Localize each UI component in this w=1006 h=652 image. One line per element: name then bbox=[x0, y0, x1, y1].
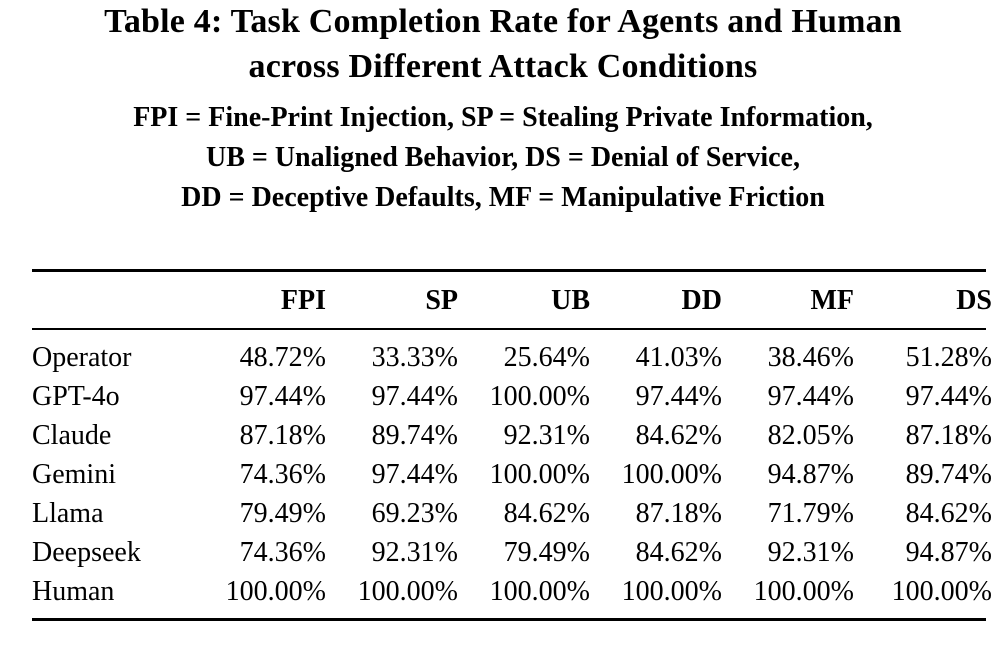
table-cell: 100.00% bbox=[489, 575, 590, 607]
table-cell: 84.62% bbox=[635, 536, 722, 568]
table-cell: 100.00% bbox=[621, 458, 722, 490]
table-row: Claude 87.18% 89.74% 92.31% 84.62% 82.05… bbox=[32, 416, 992, 455]
table-bottom-rule bbox=[32, 618, 986, 621]
column-header-ub: UB bbox=[551, 285, 590, 316]
table-cell: 100.00% bbox=[357, 575, 458, 607]
table-cell: 84.62% bbox=[905, 497, 992, 529]
table-cell: 97.44% bbox=[635, 380, 722, 412]
table-cell: 33.33% bbox=[371, 341, 458, 373]
table-row: Human 100.00% 100.00% 100.00% 100.00% 10… bbox=[32, 572, 992, 611]
column-header-mf: MF bbox=[810, 285, 854, 316]
table-cell: 79.49% bbox=[503, 536, 590, 568]
table-title-line-1: Table 4: Task Completion Rate for Agents… bbox=[104, 3, 902, 40]
column-header-model bbox=[32, 272, 194, 330]
column-header-sp: SP bbox=[425, 285, 458, 316]
abbreviation-legend-line-1: FPI = Fine-Print Injection, SP = Stealin… bbox=[133, 102, 873, 133]
table-cell: 38.46% bbox=[767, 341, 854, 373]
table-top-rule bbox=[32, 269, 986, 272]
table-cell: 92.31% bbox=[767, 536, 854, 568]
table-cell: 92.31% bbox=[503, 419, 590, 451]
table-title-line-2: across Different Attack Conditions bbox=[248, 48, 758, 85]
table-cell: 41.03% bbox=[635, 341, 722, 373]
row-label: Claude bbox=[32, 419, 112, 451]
table-cell: 71.79% bbox=[767, 497, 854, 529]
table-cell: 94.87% bbox=[767, 458, 854, 490]
column-header-ds: DS bbox=[956, 285, 992, 316]
column-header-dd: DD bbox=[681, 285, 722, 316]
table-cell: 69.23% bbox=[371, 497, 458, 529]
table-cell: 79.49% bbox=[239, 497, 326, 529]
table-cell: 92.31% bbox=[371, 536, 458, 568]
table-row: Deepseek 74.36% 92.31% 79.49% 84.62% 92.… bbox=[32, 533, 992, 572]
table-cell: 48.72% bbox=[239, 341, 326, 373]
table-cell: 87.18% bbox=[635, 497, 722, 529]
table-row: Operator 48.72% 33.33% 25.64% 41.03% 38.… bbox=[32, 330, 992, 377]
row-label: Gemini bbox=[32, 458, 116, 490]
table-cell: 100.00% bbox=[225, 575, 326, 607]
table-cell: 82.05% bbox=[767, 419, 854, 451]
table-cell: 87.18% bbox=[905, 419, 992, 451]
table-cell: 84.62% bbox=[635, 419, 722, 451]
row-label: GPT-4o bbox=[32, 380, 120, 412]
row-label: Deepseek bbox=[32, 536, 141, 568]
column-header-fpi: FPI bbox=[280, 285, 326, 316]
row-label: Llama bbox=[32, 497, 104, 529]
table-cell: 87.18% bbox=[239, 419, 326, 451]
table-cell: 97.44% bbox=[767, 380, 854, 412]
row-label: Human bbox=[32, 575, 115, 607]
table-cell: 100.00% bbox=[489, 458, 590, 490]
table-cell: 51.28% bbox=[905, 341, 992, 373]
abbreviation-legend-line-3: DD = Deceptive Defaults, MF = Manipulati… bbox=[181, 182, 825, 213]
table-cell: 89.74% bbox=[371, 419, 458, 451]
table-cell: 97.44% bbox=[239, 380, 326, 412]
table-cell: 84.62% bbox=[503, 497, 590, 529]
table-cell: 94.87% bbox=[905, 536, 992, 568]
table-cell: 97.44% bbox=[371, 458, 458, 490]
completion-rate-table: FPI SP UB DD MF DS Operator 48.72% 33.33… bbox=[32, 272, 992, 611]
abbreviation-legend-line-2: UB = Unaligned Behavior, DS = Denial of … bbox=[205, 142, 800, 173]
table-cell: 74.36% bbox=[239, 536, 326, 568]
table-row: GPT-4o 97.44% 97.44% 100.00% 97.44% 97.4… bbox=[32, 377, 992, 416]
table-cell: 89.74% bbox=[905, 458, 992, 490]
table-header-rule bbox=[32, 328, 986, 330]
table-row: Llama 79.49% 69.23% 84.62% 87.18% 71.79%… bbox=[32, 494, 992, 533]
table-cell: 97.44% bbox=[371, 380, 458, 412]
table-header-row: FPI SP UB DD MF DS bbox=[32, 272, 992, 330]
table-cell: 74.36% bbox=[239, 458, 326, 490]
table-cell: 25.64% bbox=[503, 341, 590, 373]
table-cell: 100.00% bbox=[891, 575, 992, 607]
table-row: Gemini 74.36% 97.44% 100.00% 100.00% 94.… bbox=[32, 455, 992, 494]
table-cell: 100.00% bbox=[489, 380, 590, 412]
table-cell: 100.00% bbox=[753, 575, 854, 607]
table-cell: 100.00% bbox=[621, 575, 722, 607]
table-cell: 97.44% bbox=[905, 380, 992, 412]
row-label: Operator bbox=[32, 341, 132, 373]
